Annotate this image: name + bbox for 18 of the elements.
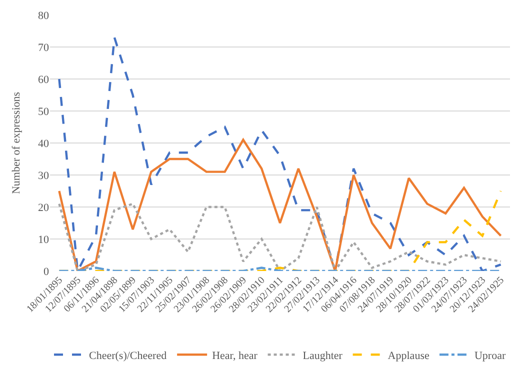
legend-label: Applause	[388, 350, 430, 362]
y-tick-label: 70	[38, 42, 50, 54]
y-tick-label: 0	[44, 266, 50, 278]
y-tick-label: 30	[38, 170, 50, 182]
line-series	[58, 138, 502, 271]
y-tick-label: 10	[38, 234, 50, 246]
legend-label: Hear, hear	[212, 350, 258, 362]
y-tick-label: 20	[38, 202, 50, 214]
y-tick-label: 50	[38, 106, 50, 118]
line-series	[58, 36, 502, 271]
y-axis-title: Number of expressions	[10, 92, 23, 194]
legend-label: Cheer(s)/Cheered	[89, 350, 168, 362]
line-series	[58, 202, 502, 271]
y-tick-label: 60	[38, 74, 50, 86]
legend-label: Laughter	[302, 350, 343, 362]
y-tick-label: 80	[38, 10, 50, 22]
y-tick-label: 40	[38, 138, 50, 150]
legend-label: Uproar	[474, 350, 506, 362]
